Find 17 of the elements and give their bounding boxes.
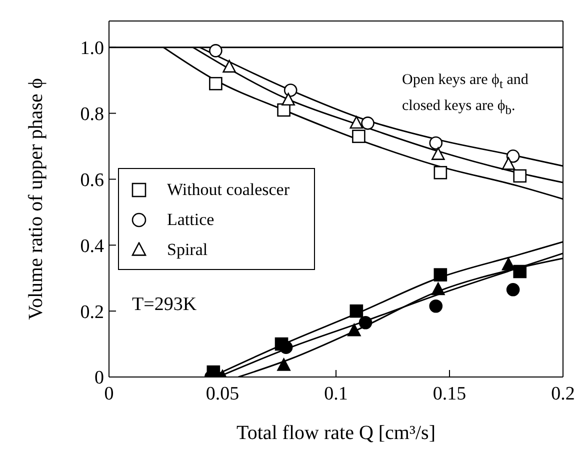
y-tick-label: 1.0 [80,38,104,60]
x-tick-label: 0.15 [432,383,466,404]
y-tick-label: 0.6 [80,170,104,191]
legend-label: Spiral [167,240,208,260]
legend-label: Without coalescer [167,180,290,200]
y-tick-label: 0.8 [80,104,104,126]
x-tick-label: 0.05 [206,383,240,404]
x-axis-title: Total flow rate Q [cm³/s] [236,422,436,444]
y-axis-title: Volume ratio of upper phase ϕ [25,78,47,320]
y-tick-label: 0 [94,368,104,389]
y-tick-label: 0.2 [80,302,104,323]
annotation: Open keys are ϕ$_{t}$ and closed keys are ϕ$_{b}$. [402,71,530,119]
legend-label: Lattice [167,210,214,230]
annotation: T=293K [132,293,198,317]
x-tick-label: 0.1 [324,383,348,404]
y-tick-label: 0.4 [80,236,104,257]
x-tick-label: 0.2 [551,383,575,404]
